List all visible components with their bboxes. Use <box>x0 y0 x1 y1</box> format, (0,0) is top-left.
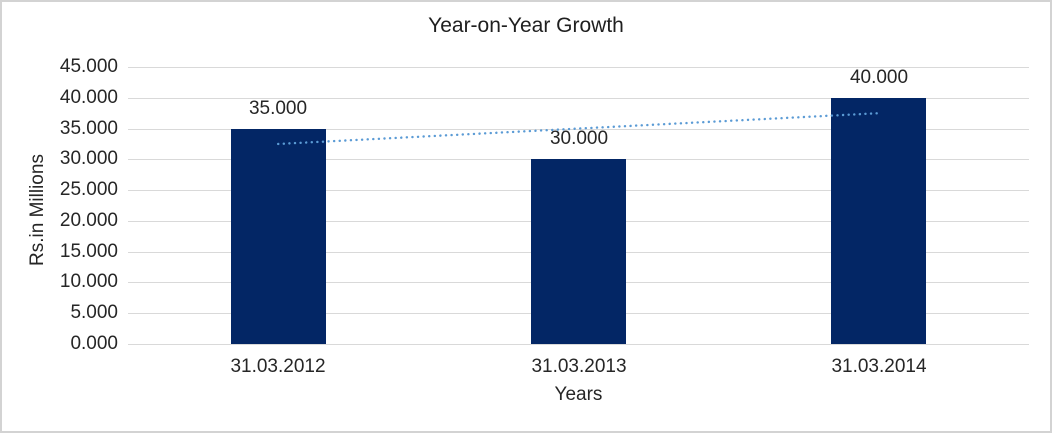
y-tick-label: 20.000 <box>59 210 118 231</box>
y-tick-label: 0.000 <box>70 333 118 354</box>
x-category-label: 31.03.2013 <box>531 356 627 377</box>
gridline <box>128 98 1029 99</box>
y-tick-label: 10.000 <box>59 271 118 292</box>
y-tick-label: 40.000 <box>59 87 118 108</box>
gridline <box>128 67 1029 68</box>
gridline <box>128 344 1029 345</box>
bar-value-label: 40.000 <box>849 67 909 88</box>
x-category-label: 31.03.2012 <box>230 356 326 377</box>
y-tick-label: 5.000 <box>70 302 118 323</box>
x-axis-title: Years <box>554 384 603 405</box>
y-tick-label: 45.000 <box>59 56 118 77</box>
x-category-label: 31.03.2014 <box>831 356 927 377</box>
chart-title: Year-on-Year Growth <box>428 14 624 37</box>
y-tick-label: 30.000 <box>59 148 118 169</box>
bar-value-label: 30.000 <box>549 128 609 149</box>
bar <box>531 159 626 344</box>
bar <box>831 98 926 344</box>
bar <box>231 129 326 344</box>
y-tick-label: 25.000 <box>59 179 118 200</box>
bar-value-label: 35.000 <box>248 98 308 119</box>
y-tick-label: 15.000 <box>59 241 118 262</box>
y-tick-label: 35.000 <box>59 118 118 139</box>
